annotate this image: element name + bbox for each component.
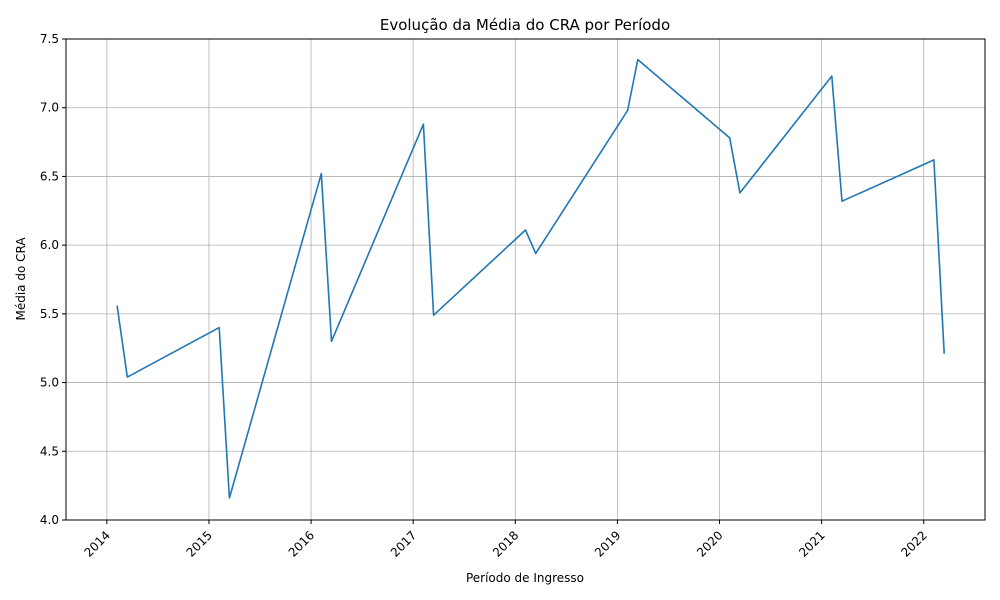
x-tick-label: 2018	[490, 528, 521, 559]
y-tick-label: 4.5	[40, 444, 59, 458]
y-tick-label: 7.5	[40, 32, 59, 46]
y-tick-label: 5.0	[40, 376, 59, 390]
series-layer	[116, 58, 945, 499]
y-axis: 4.0 4.5 5.0 5.5 6.0 6.5 7.0 7.5	[40, 32, 66, 527]
grid	[66, 38, 985, 521]
x-tick-label: 2021	[796, 528, 827, 559]
plot-frame	[65, 38, 986, 521]
x-tick-label: 2022	[898, 528, 929, 559]
x-axis-title: Período de Ingresso	[466, 571, 584, 585]
x-tick-label: 2017	[388, 528, 419, 559]
series-line	[116, 58, 945, 499]
x-tick-label: 2020	[694, 528, 725, 559]
x-tick-label: 2016	[286, 528, 317, 559]
x-axis: 2014 2015 2016 2017 2018 2019 2020 2021 2022	[81, 520, 930, 560]
y-axis-title: Média do CRA	[14, 237, 28, 321]
y-tick-label: 4.0	[40, 513, 59, 527]
x-tick-label: 2015	[184, 528, 215, 559]
y-tick-label: 6.5	[40, 169, 59, 183]
y-tick-label: 6.0	[40, 238, 59, 252]
y-tick-label: 5.5	[40, 307, 59, 321]
x-tick-label: 2019	[592, 528, 623, 559]
chart-title: Evolução da Média do CRA por Período	[380, 16, 670, 34]
y-tick-label: 7.0	[40, 101, 59, 115]
x-tick-label: 2014	[81, 528, 112, 559]
